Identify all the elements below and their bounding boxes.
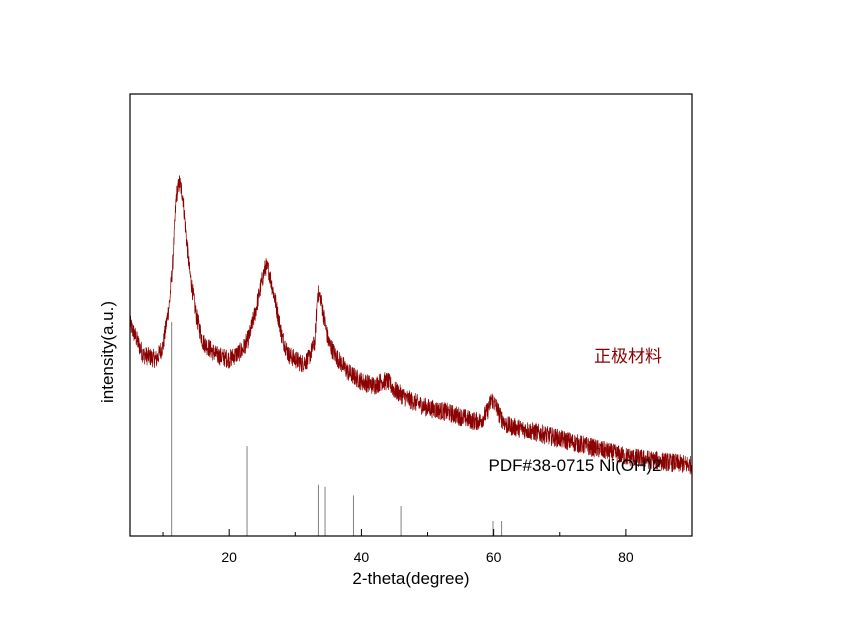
series-line [129, 175, 693, 475]
x-axis: 20 40 60 80 [162, 529, 693, 565]
x-tick-label-40: 40 [354, 549, 370, 565]
x-tick-label-20: 20 [221, 549, 237, 565]
x-axis-label: 2-theta(degree) [352, 569, 469, 588]
x-tick-label-60: 60 [486, 549, 502, 565]
reference-pattern [171, 322, 503, 536]
series-layer [129, 175, 693, 475]
x-tick-label-80: 80 [618, 549, 634, 565]
reference-label: PDF#38-0715 Ni(OH)2 [489, 456, 662, 475]
series-label: 正极材料 [594, 347, 662, 367]
plot-frame [129, 93, 693, 537]
y-axis-label: intensity(a.u.) [98, 301, 117, 403]
